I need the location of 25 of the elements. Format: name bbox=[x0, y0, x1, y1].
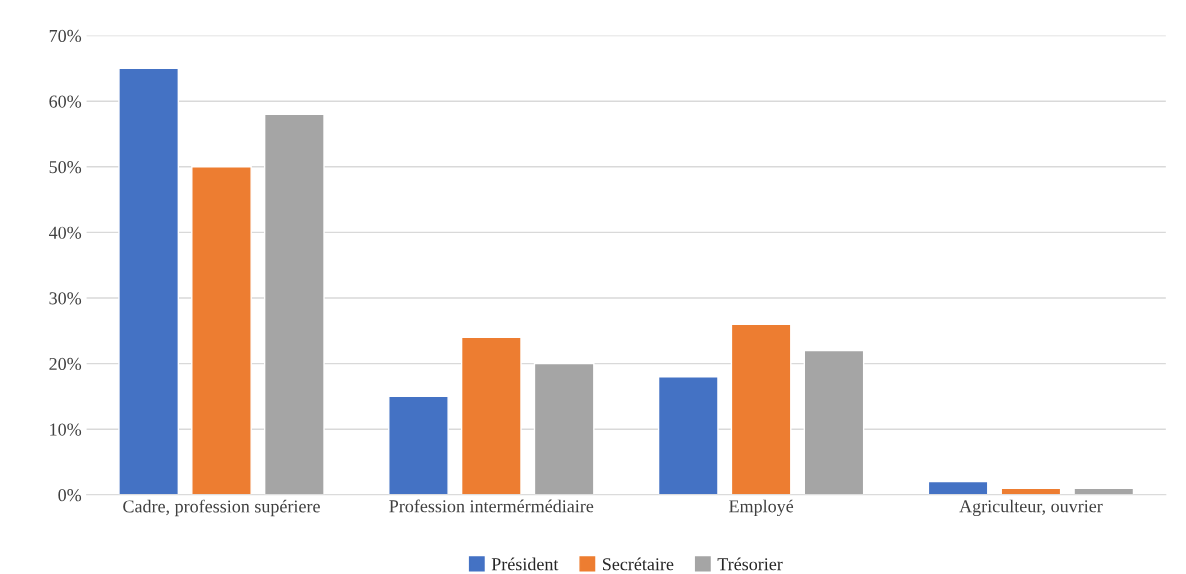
legend-label: Secrétaire bbox=[603, 557, 674, 571]
x-tick-label: Agriculteur, ouvrier bbox=[959, 499, 1103, 517]
y-tick-label: 30% bbox=[49, 292, 82, 305]
y-tick-label: 50% bbox=[49, 161, 82, 174]
y-tick-label: 70% bbox=[49, 29, 82, 43]
y-tick-label: 0% bbox=[58, 489, 82, 502]
bar bbox=[388, 395, 449, 495]
x-tick-label: Cadre, profession supériere bbox=[123, 499, 320, 517]
legend-label: Président bbox=[491, 557, 559, 571]
y-tick-label: 40% bbox=[48, 226, 82, 239]
legend-label: Trésorier bbox=[717, 557, 783, 571]
bar bbox=[118, 67, 180, 495]
bar bbox=[803, 349, 865, 495]
y-tick-label: 10% bbox=[50, 423, 82, 436]
bar bbox=[191, 166, 252, 495]
bar bbox=[533, 362, 595, 495]
bar bbox=[657, 376, 719, 495]
bar bbox=[730, 323, 792, 495]
y-tick-label: 20% bbox=[49, 357, 82, 371]
bar bbox=[263, 113, 325, 495]
x-tick-label: Employé bbox=[729, 499, 794, 517]
x-tick-label: Profession intermérmédiaire bbox=[389, 499, 594, 513]
bar bbox=[927, 480, 989, 495]
bar bbox=[460, 336, 522, 495]
y-tick-label: 60% bbox=[49, 95, 82, 108]
